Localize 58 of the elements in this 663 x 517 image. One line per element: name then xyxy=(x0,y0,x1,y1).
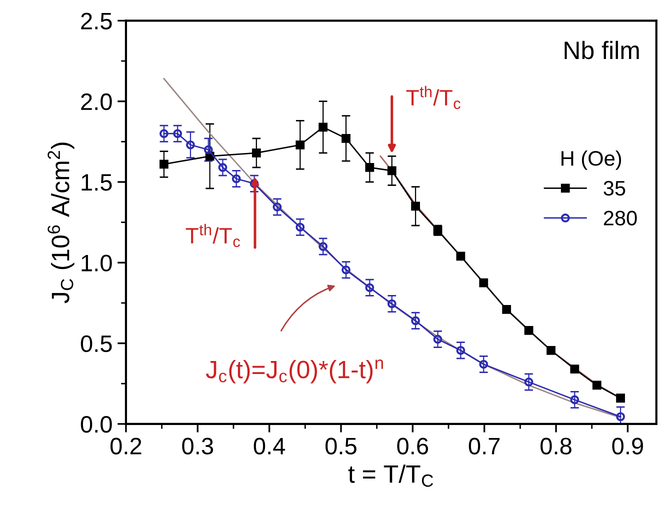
legend-label: 280 xyxy=(604,210,637,226)
point xyxy=(342,134,350,143)
point xyxy=(387,166,396,176)
x-tick-label: 0.5 xyxy=(326,438,356,454)
point xyxy=(479,278,488,288)
y-tick-label: 2.5 xyxy=(81,12,112,30)
y-tick-label: 0.5 xyxy=(80,335,112,352)
x-axis-title: t = T/T$_{C}$ xyxy=(348,464,434,487)
point xyxy=(616,412,625,422)
x-tick-label: 0.3 xyxy=(182,438,214,454)
point xyxy=(433,334,442,344)
annotation: T$^{th}$/T$_{c}$ xyxy=(406,86,460,110)
point xyxy=(160,160,168,169)
point xyxy=(272,202,282,212)
point xyxy=(592,380,602,390)
point xyxy=(502,304,512,314)
point xyxy=(318,122,328,132)
point xyxy=(318,242,328,251)
point xyxy=(479,360,488,369)
point xyxy=(204,145,213,154)
x-tick-label: 0.6 xyxy=(397,438,428,454)
point xyxy=(387,299,396,308)
point xyxy=(252,148,261,158)
point xyxy=(186,140,195,150)
point xyxy=(173,129,182,138)
point xyxy=(411,316,420,326)
x-tick-label: 0.2 xyxy=(110,438,142,454)
x-tick-label: 0.4 xyxy=(254,438,286,454)
y-tick-label: 1.5 xyxy=(82,174,112,191)
annotation: J$_{c}$(t)=J$_{c}$(0)*(1-t)$^{n}$ xyxy=(206,360,383,384)
x-tick-label: 0.9 xyxy=(612,438,643,454)
x-tick-label: 0.7 xyxy=(468,438,500,454)
point xyxy=(365,283,374,292)
point xyxy=(524,378,534,386)
point xyxy=(218,163,228,172)
point xyxy=(616,394,625,403)
point xyxy=(524,326,534,335)
point xyxy=(296,140,305,150)
point xyxy=(570,364,580,374)
y-tick-label: 0.0 xyxy=(80,416,112,433)
x-tick-label: 0.8 xyxy=(540,438,572,454)
y-tick-label: 1.0 xyxy=(82,254,112,272)
point xyxy=(232,174,241,184)
y-axis-title: J$_{C}$ (10$^{6}$ A/cm$^{2}$) xyxy=(48,142,74,304)
annotation: Nb film xyxy=(564,40,639,60)
point xyxy=(411,202,420,211)
legend-title: H (Oe) xyxy=(562,150,622,170)
point xyxy=(456,252,466,261)
point xyxy=(365,163,374,172)
point xyxy=(456,346,466,355)
point xyxy=(342,265,350,274)
y-tick-label: 2.0 xyxy=(81,93,112,110)
point xyxy=(296,222,305,232)
point xyxy=(570,395,580,404)
legend-label: 35 xyxy=(604,180,626,196)
annotation: T$^{th}$/T$_{c}$ xyxy=(186,224,240,248)
point xyxy=(160,129,168,138)
point xyxy=(546,346,556,355)
